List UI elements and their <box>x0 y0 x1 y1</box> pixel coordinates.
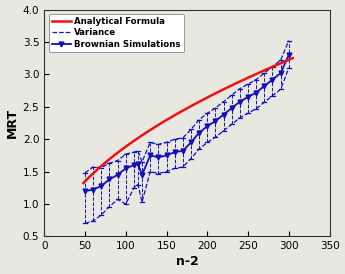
Brownian Simulations <box>165 154 169 157</box>
Variance <box>262 72 266 75</box>
Analytical Formula <box>149 127 154 131</box>
Line: Brownian Simulations: Brownian Simulations <box>82 53 291 193</box>
Brownian Simulations <box>83 189 87 193</box>
Brownian Simulations <box>287 53 291 56</box>
Brownian Simulations <box>246 95 250 99</box>
Brownian Simulations <box>91 188 95 192</box>
Variance <box>165 141 169 144</box>
Brownian Simulations <box>136 162 140 165</box>
Brownian Simulations <box>278 72 283 75</box>
Variance <box>124 152 128 156</box>
Brownian Simulations <box>140 173 144 176</box>
Brownian Simulations <box>189 141 193 144</box>
Variance <box>254 78 258 81</box>
Analytical Formula <box>107 158 111 162</box>
Brownian Simulations <box>230 106 234 110</box>
Brownian Simulations <box>116 173 120 176</box>
Variance <box>99 166 104 169</box>
Variance <box>107 162 111 165</box>
Analytical Formula <box>233 82 237 86</box>
Line: Variance: Variance <box>85 41 289 173</box>
Variance <box>270 65 275 68</box>
Brownian Simulations <box>132 164 136 167</box>
Analytical Formula <box>81 181 86 185</box>
Brownian Simulations <box>205 125 209 128</box>
Variance <box>156 143 160 146</box>
Brownian Simulations <box>156 156 160 159</box>
Variance <box>136 149 140 153</box>
Legend: Analytical Formula, Variance, Brownian Simulations: Analytical Formula, Variance, Brownian S… <box>49 14 184 52</box>
Variance <box>197 118 201 121</box>
Variance <box>116 159 120 162</box>
Variance <box>83 171 87 175</box>
Analytical Formula <box>291 56 295 60</box>
Brownian Simulations <box>270 78 275 81</box>
Variance <box>148 141 152 144</box>
Line: Analytical Formula: Analytical Formula <box>83 58 293 183</box>
Variance <box>230 93 234 97</box>
Variance <box>189 128 193 131</box>
Variance <box>246 82 250 86</box>
Brownian Simulations <box>213 119 217 123</box>
Variance <box>221 100 226 103</box>
Variance <box>238 87 242 90</box>
Variance <box>91 165 95 169</box>
Brownian Simulations <box>148 154 152 157</box>
Variance <box>287 39 291 42</box>
X-axis label: n-2: n-2 <box>176 255 198 269</box>
Analytical Formula <box>234 82 238 85</box>
Brownian Simulations <box>238 100 242 103</box>
Brownian Simulations <box>107 178 111 181</box>
Analytical Formula <box>164 118 168 122</box>
Variance <box>278 58 283 62</box>
Analytical Formula <box>213 92 217 95</box>
Brownian Simulations <box>197 131 201 134</box>
Variance <box>132 150 136 154</box>
Variance <box>172 138 177 141</box>
Variance <box>181 136 185 139</box>
Variance <box>213 106 217 110</box>
Brownian Simulations <box>124 167 128 170</box>
Brownian Simulations <box>99 184 104 187</box>
Brownian Simulations <box>172 150 177 154</box>
Brownian Simulations <box>254 91 258 94</box>
Brownian Simulations <box>221 113 226 116</box>
Variance <box>205 112 209 115</box>
Brownian Simulations <box>181 149 185 153</box>
Y-axis label: MRT: MRT <box>6 108 19 138</box>
Variance <box>140 160 144 164</box>
Brownian Simulations <box>262 84 266 88</box>
